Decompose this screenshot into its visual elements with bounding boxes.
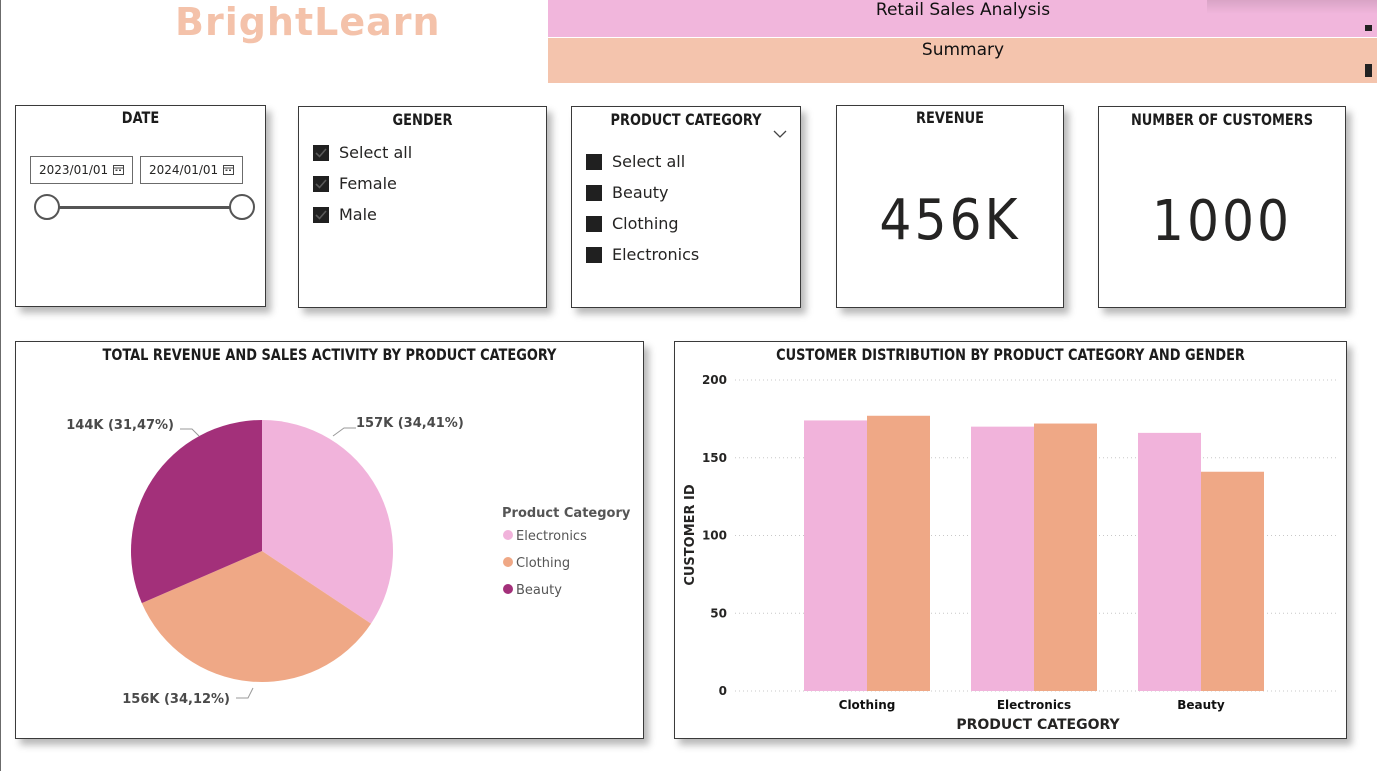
category-option-electronics[interactable]: Electronics — [586, 245, 699, 264]
y-tick-label: 50 — [710, 606, 727, 620]
legend-label-electronics[interactable]: Electronics — [516, 529, 587, 544]
start-date-input[interactable]: 2023/01/01 — [30, 156, 133, 184]
checkbox-checked-icon[interactable] — [313, 206, 329, 223]
y-tick-label: 0 — [719, 684, 727, 698]
x-axis-title: PRODUCT CATEGORY — [956, 717, 1120, 733]
revenue-title: REVENUE — [916, 108, 984, 127]
customers-card: NUMBER OF CUSTOMERS 1000 — [1098, 106, 1346, 308]
category-option-clothing[interactable]: Clothing — [586, 214, 679, 233]
pie-chart-title: TOTAL REVENUE AND SALES ACTIVITY BY PROD… — [102, 345, 557, 364]
revenue-value: 456K — [879, 188, 1021, 253]
checkbox-icon[interactable] — [586, 215, 602, 232]
chevron-down-icon[interactable] — [773, 129, 787, 139]
x-tick-label: Electronics — [997, 698, 1071, 712]
pie-leader-line — [236, 687, 254, 699]
revenue-pie-chart-card: TOTAL REVENUE AND SALES ACTIVITY BY PROD… — [15, 341, 644, 739]
legend-marker-electronics — [503, 530, 513, 540]
checkbox-icon[interactable] — [586, 246, 602, 263]
pie-chart: 157K (34,41%) 156K (34,12%) 144K (31,47%) P… — [66, 416, 631, 707]
gender-option-female[interactable]: Female — [313, 174, 397, 193]
checkbox-checked-icon[interactable] — [313, 175, 329, 192]
date-slider-end-handle[interactable] — [229, 194, 255, 220]
category-option-beauty[interactable]: Beauty — [586, 183, 669, 202]
bar-beauty-male[interactable] — [1201, 471, 1264, 691]
bar-chart-title: CUSTOMER DISTRIBUTION BY PRODUCT CATEGOR… — [776, 345, 1245, 364]
calendar-icon[interactable] — [113, 164, 124, 175]
bar-electronics-female[interactable] — [971, 426, 1034, 691]
bar-chart: 0 50 100 150 200 Clothing Electronics Beauty PRO… — [683, 373, 1339, 733]
x-tick-label: Clothing — [839, 698, 896, 712]
summary-button[interactable]: Summary — [548, 38, 1377, 83]
gender-slicer-title: GENDER — [392, 110, 453, 129]
gender-option-select-all[interactable]: Select all — [313, 143, 412, 162]
revenue-card: REVENUE 456K — [836, 105, 1064, 308]
x-tick-label: Beauty — [1177, 698, 1225, 712]
y-tick-label: 150 — [702, 451, 727, 465]
date-slicer-title: DATE — [121, 108, 160, 127]
pie-legend-title: Product Category — [502, 506, 631, 521]
legend-label-clothing[interactable]: Clothing — [516, 556, 570, 571]
pie-data-label: 157K (34,41%) — [356, 416, 464, 431]
gender-option-male[interactable]: Male — [313, 205, 377, 224]
pie-leader-line — [332, 427, 356, 437]
gender-option-label: Female — [339, 174, 397, 193]
retail-sales-analysis-button[interactable]: Retail Sales Analysis — [548, 0, 1377, 37]
end-date-value: 2024/01/01 — [149, 163, 219, 177]
y-tick-label: 100 — [702, 529, 727, 543]
category-option-label: Select all — [612, 152, 686, 171]
start-date-value: 2023/01/01 — [39, 163, 109, 177]
bar-electronics-male[interactable] — [1034, 423, 1097, 691]
date-range-slider-track[interactable] — [47, 206, 242, 209]
brand-logo: BrightLearn — [175, 0, 441, 44]
end-date-input[interactable]: 2024/01/01 — [140, 156, 243, 184]
bar-beauty-female[interactable] — [1138, 432, 1201, 691]
gender-option-label: Select all — [339, 143, 413, 162]
legend-label-beauty[interactable]: Beauty — [516, 583, 562, 598]
calendar-icon[interactable] — [223, 164, 234, 175]
customer-bar-chart-card: CUSTOMER DISTRIBUTION BY PRODUCT CATEGOR… — [674, 341, 1347, 739]
product-category-slicer: PRODUCT CATEGORY Select all Beauty Cloth… — [571, 106, 801, 308]
category-option-label: Clothing — [612, 214, 679, 233]
date-slider-start-handle[interactable] — [34, 194, 60, 220]
header-shadow — [1207, 0, 1377, 14]
checkbox-checked-icon[interactable] — [313, 144, 329, 161]
gender-slicer: GENDER Select all Female Male — [298, 106, 547, 308]
legend-marker-beauty — [503, 584, 513, 594]
pie-leader-line — [180, 428, 200, 437]
pie-data-label: 144K (31,47%) — [66, 418, 174, 433]
y-tick-label: 200 — [702, 373, 727, 387]
legend-marker-clothing — [503, 557, 513, 567]
pie-slice-clothing[interactable] — [141, 551, 372, 682]
bar-clothing-male[interactable] — [867, 415, 930, 691]
pie-slice-electronics[interactable] — [262, 420, 394, 624]
gender-option-label: Male — [339, 205, 377, 224]
minimize-marker-icon — [1365, 25, 1372, 31]
customers-value: 1000 — [1151, 189, 1293, 254]
checkbox-icon[interactable] — [586, 153, 602, 170]
date-slicer: DATE 2023/01/01 2024/01/01 — [15, 105, 266, 307]
retail-sales-analysis-label: Retail Sales Analysis — [875, 0, 1051, 20]
category-option-label: Electronics — [612, 245, 700, 264]
pie-data-label: 156K (34,12%) — [122, 692, 230, 707]
bar-clothing-female[interactable] — [804, 420, 867, 691]
category-option-select-all[interactable]: Select all — [586, 152, 685, 171]
y-axis-title: CUSTOMER ID — [683, 484, 698, 586]
product-category-slicer-title: PRODUCT CATEGORY — [610, 110, 762, 129]
summary-label: Summary — [921, 40, 1005, 60]
scroll-marker-icon — [1365, 64, 1372, 77]
checkbox-icon[interactable] — [586, 184, 602, 201]
customers-title: NUMBER OF CUSTOMERS — [1130, 110, 1314, 129]
pie-slice-beauty[interactable] — [131, 420, 262, 604]
category-option-label: Beauty — [612, 183, 669, 202]
